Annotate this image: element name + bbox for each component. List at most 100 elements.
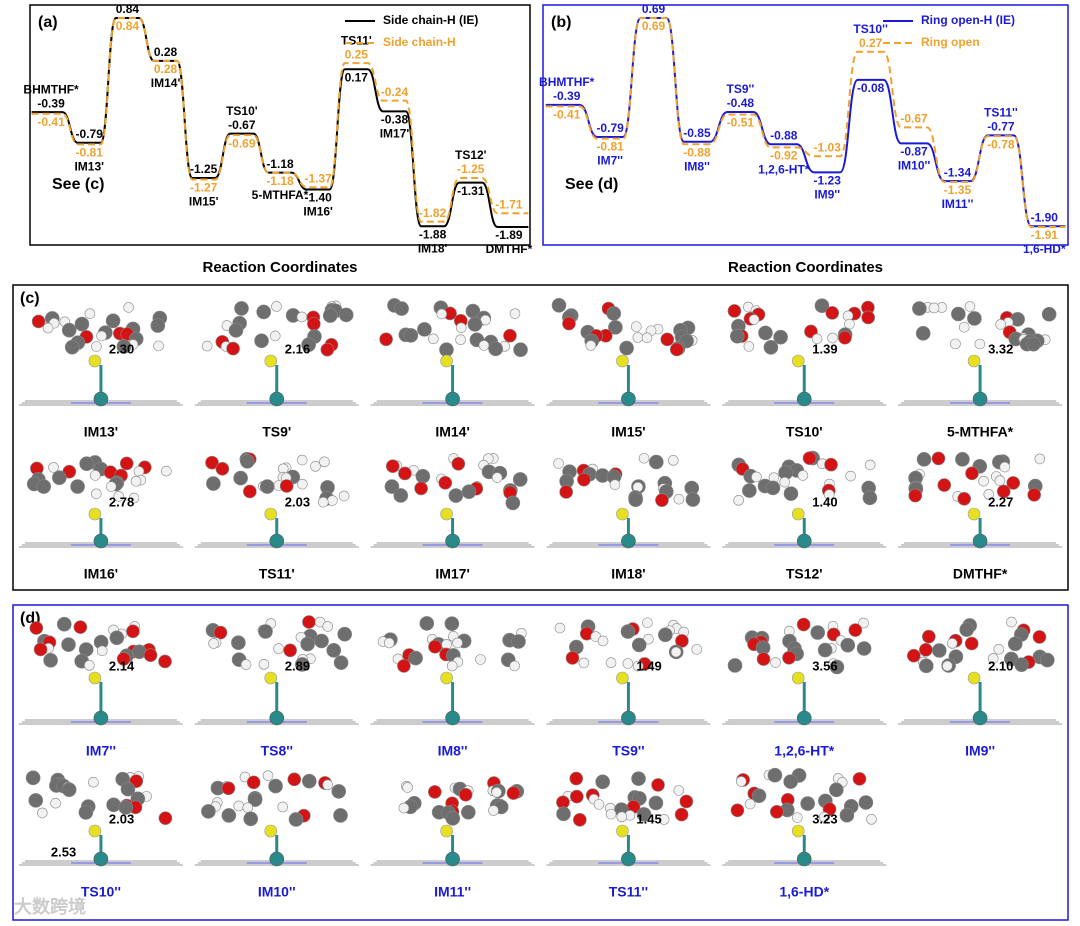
atom [743, 341, 755, 352]
atom [1006, 616, 1017, 628]
atom [1026, 336, 1041, 352]
atom [730, 803, 745, 818]
atom [455, 334, 466, 346]
atom [829, 782, 844, 798]
atom [562, 316, 576, 331]
structure-image [722, 450, 887, 549]
atom [88, 354, 102, 368]
structure-label: IM8'' [438, 743, 468, 759]
structure-label: TS9'' [612, 743, 644, 759]
bond-distance: 2.14 [109, 658, 135, 673]
atom [37, 807, 48, 819]
value-label: -1.71 [495, 197, 523, 211]
atom [978, 475, 989, 487]
atom [951, 306, 966, 322]
atom [296, 454, 308, 466]
atom [756, 652, 771, 666]
atom [967, 671, 981, 685]
atom [673, 785, 685, 796]
atom [848, 623, 863, 637]
atom [783, 774, 798, 789]
atom [277, 801, 289, 813]
atom [398, 466, 412, 481]
atom [393, 488, 409, 503]
atom [402, 782, 413, 793]
atom [130, 475, 142, 487]
atom [319, 456, 330, 468]
atom [503, 328, 517, 343]
bond-distance: 2.53 [51, 844, 76, 859]
structure-label: IM14' [435, 424, 469, 440]
atom [631, 637, 647, 653]
value-label: -0.88 [683, 145, 711, 159]
value-label: -1.25 [457, 162, 485, 176]
atom [852, 772, 867, 786]
atom [824, 457, 838, 472]
value-label: -1.31 [457, 184, 485, 198]
atom [509, 308, 521, 319]
atom [31, 314, 46, 329]
atom [106, 797, 121, 813]
atom [126, 624, 140, 639]
atom [1034, 453, 1046, 465]
atom [90, 488, 102, 500]
atom [283, 643, 297, 658]
structure-image [194, 300, 359, 407]
atom [296, 311, 308, 323]
atom [660, 332, 675, 347]
structure-label: IM11'' [434, 884, 471, 900]
state-label: TS8'' [640, 0, 668, 2]
x-axis-label: Reaction Coordinates [728, 259, 883, 276]
atom [269, 710, 285, 726]
atom [264, 507, 278, 521]
atom [333, 655, 349, 670]
atom [779, 476, 791, 488]
atom [301, 337, 316, 352]
state-label: TS9'' [727, 82, 755, 96]
atom [322, 621, 334, 632]
atom [488, 341, 503, 357]
atom [451, 456, 466, 471]
atom [326, 643, 342, 658]
atom [333, 808, 348, 823]
atom [616, 507, 629, 521]
atom [648, 795, 664, 811]
atom [243, 811, 259, 827]
atom [605, 808, 617, 820]
atom [758, 325, 773, 341]
atom [455, 322, 467, 334]
atom [254, 333, 269, 349]
atom [439, 342, 454, 358]
atom [556, 806, 571, 822]
atom [685, 492, 701, 507]
bond-distance: 2.89 [285, 658, 310, 673]
atom [320, 342, 335, 357]
atom [440, 354, 453, 368]
state-label: IM16' [303, 205, 333, 219]
atom [444, 616, 460, 631]
structure-label: 1,6-HD* [779, 884, 829, 900]
value-label: -1.37 [304, 171, 332, 185]
watermark: 大数跨境 [14, 896, 86, 917]
atom [273, 643, 284, 654]
atom [383, 637, 395, 649]
atom [765, 480, 781, 496]
atom [513, 342, 528, 358]
atom [628, 492, 643, 508]
atom [385, 459, 400, 473]
atom [641, 332, 653, 344]
atom [240, 659, 252, 670]
atom [621, 851, 636, 867]
atom [783, 486, 799, 501]
atom [621, 533, 636, 549]
state-label: BHMTHF* [23, 82, 79, 96]
atom [88, 507, 102, 521]
atom [817, 642, 833, 658]
atom [972, 533, 988, 549]
structure-image [370, 776, 535, 867]
atom [118, 800, 134, 815]
atom [120, 781, 136, 797]
atom [553, 458, 564, 469]
atom [461, 804, 476, 820]
value-label: -0.48 [727, 96, 755, 110]
